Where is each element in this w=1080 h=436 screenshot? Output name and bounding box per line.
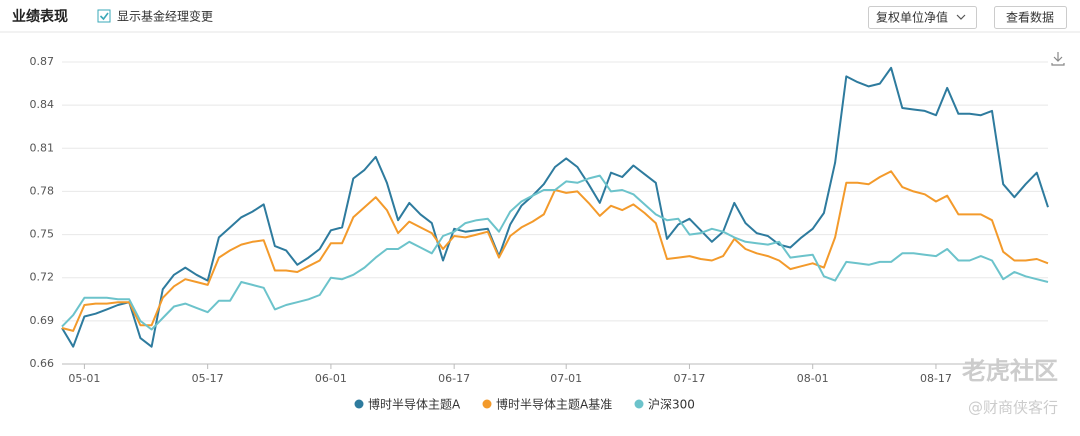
y-tick-label: 0.81 [30,141,55,154]
series-line [61,174,1049,331]
x-tick-label: 06-01 [315,372,347,385]
y-tick-label: 0.78 [30,184,55,197]
legend-label: 沪深300 [648,398,695,412]
checkbox[interactable] [97,9,111,23]
legend-marker [482,399,492,409]
y-tick-label: 0.87 [30,55,55,68]
dropdown-arrow [956,14,966,20]
legend-label: 博时半导体主题A [368,397,461,412]
x-tick-label: 05-01 [68,372,100,385]
dropdown-label[interactable]: 复权单位净值 [876,10,948,25]
y-tick-label: 0.69 [30,314,55,327]
y-tick-label: 0.75 [30,228,55,241]
download-icon[interactable] [1051,52,1065,66]
legend-marker [354,399,364,409]
view-data-label[interactable]: 查看数据 [1006,10,1054,25]
checkmark [99,12,109,21]
section-title: 业绩表现 [12,8,68,25]
plot: 0.66 0.69 0.72 0.75 0.78 0.81 0.84 0.87 05-01 05-… [30,55,1049,412]
series-line [61,66,1049,348]
y-tick-label: 0.84 [30,98,55,111]
legend-label: 博时半导体主题A基准 [496,397,612,412]
download-glyph[interactable] [1051,52,1065,66]
checkbox-label[interactable]: 显示基金经理变更 [117,9,213,24]
x-tick-label: 06-17 [438,372,470,385]
watermark-brand: 老虎社区 [962,357,1058,385]
y-tick-label: 0.72 [30,271,55,284]
view-data-button[interactable] [994,6,1067,29]
y-tick-label: 0.66 [30,357,55,370]
series-line [61,170,1049,332]
dropdown[interactable] [868,6,977,29]
x-tick-label: 07-17 [673,372,705,385]
x-tick-label: 08-01 [797,372,829,385]
watermark-author: @财商侠客行 [968,399,1058,417]
x-tick-label: 07-01 [550,372,582,385]
x-tick-label: 05-17 [192,372,224,385]
legend-marker [634,399,644,409]
x-tick-label: 08-17 [920,372,952,385]
